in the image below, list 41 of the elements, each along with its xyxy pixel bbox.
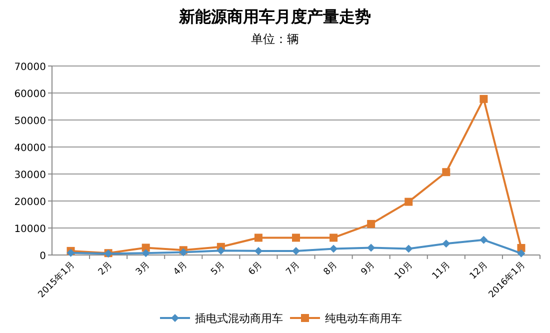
point — [404, 198, 413, 206]
point — [254, 234, 262, 242]
point — [404, 244, 413, 253]
y-tick-label: 10000 — [14, 224, 46, 235]
x-tick-label: 4月 — [172, 260, 190, 278]
point — [330, 244, 338, 253]
y-tick-label: 40000 — [14, 143, 46, 154]
legend-label: 纯电动车商用车 — [325, 312, 402, 325]
x-tick-label: 8月 — [322, 260, 340, 278]
point — [442, 168, 450, 176]
x-tick-label: 2月 — [96, 260, 114, 278]
x-tick-label: 7月 — [284, 260, 302, 278]
point — [254, 246, 262, 255]
y-tick-label: 30000 — [14, 170, 46, 181]
point — [480, 236, 488, 244]
x-tick-label: 9月 — [360, 260, 378, 278]
chart-subtitle: 单位：辆 — [251, 32, 299, 46]
x-tick-label: 3月 — [134, 260, 152, 278]
point — [292, 246, 300, 255]
point — [216, 246, 225, 255]
point — [330, 234, 338, 242]
point — [292, 234, 300, 242]
point — [367, 244, 376, 252]
point — [367, 220, 376, 228]
x-tick-label: 10月 — [393, 260, 415, 282]
x-tick-label: 6月 — [247, 260, 265, 278]
point — [517, 249, 526, 258]
x-tick-label: 11月 — [430, 260, 452, 282]
legend-label: 插电式混动商用车 — [195, 312, 283, 325]
point — [142, 249, 150, 258]
point — [442, 240, 450, 248]
y-tick-label: 20000 — [14, 197, 46, 208]
y-tick-label: 60000 — [14, 89, 46, 100]
point — [480, 94, 488, 103]
y-tick-label: 70000 — [14, 62, 46, 73]
point — [142, 244, 150, 252]
y-tick-label: 0 — [40, 251, 46, 262]
chart-title: 新能源商用车月度产量走势 — [178, 7, 371, 26]
x-tick-label: 12月 — [468, 260, 490, 282]
x-tick-label: 5月 — [210, 260, 228, 278]
y-tick-label: 50000 — [14, 116, 46, 127]
